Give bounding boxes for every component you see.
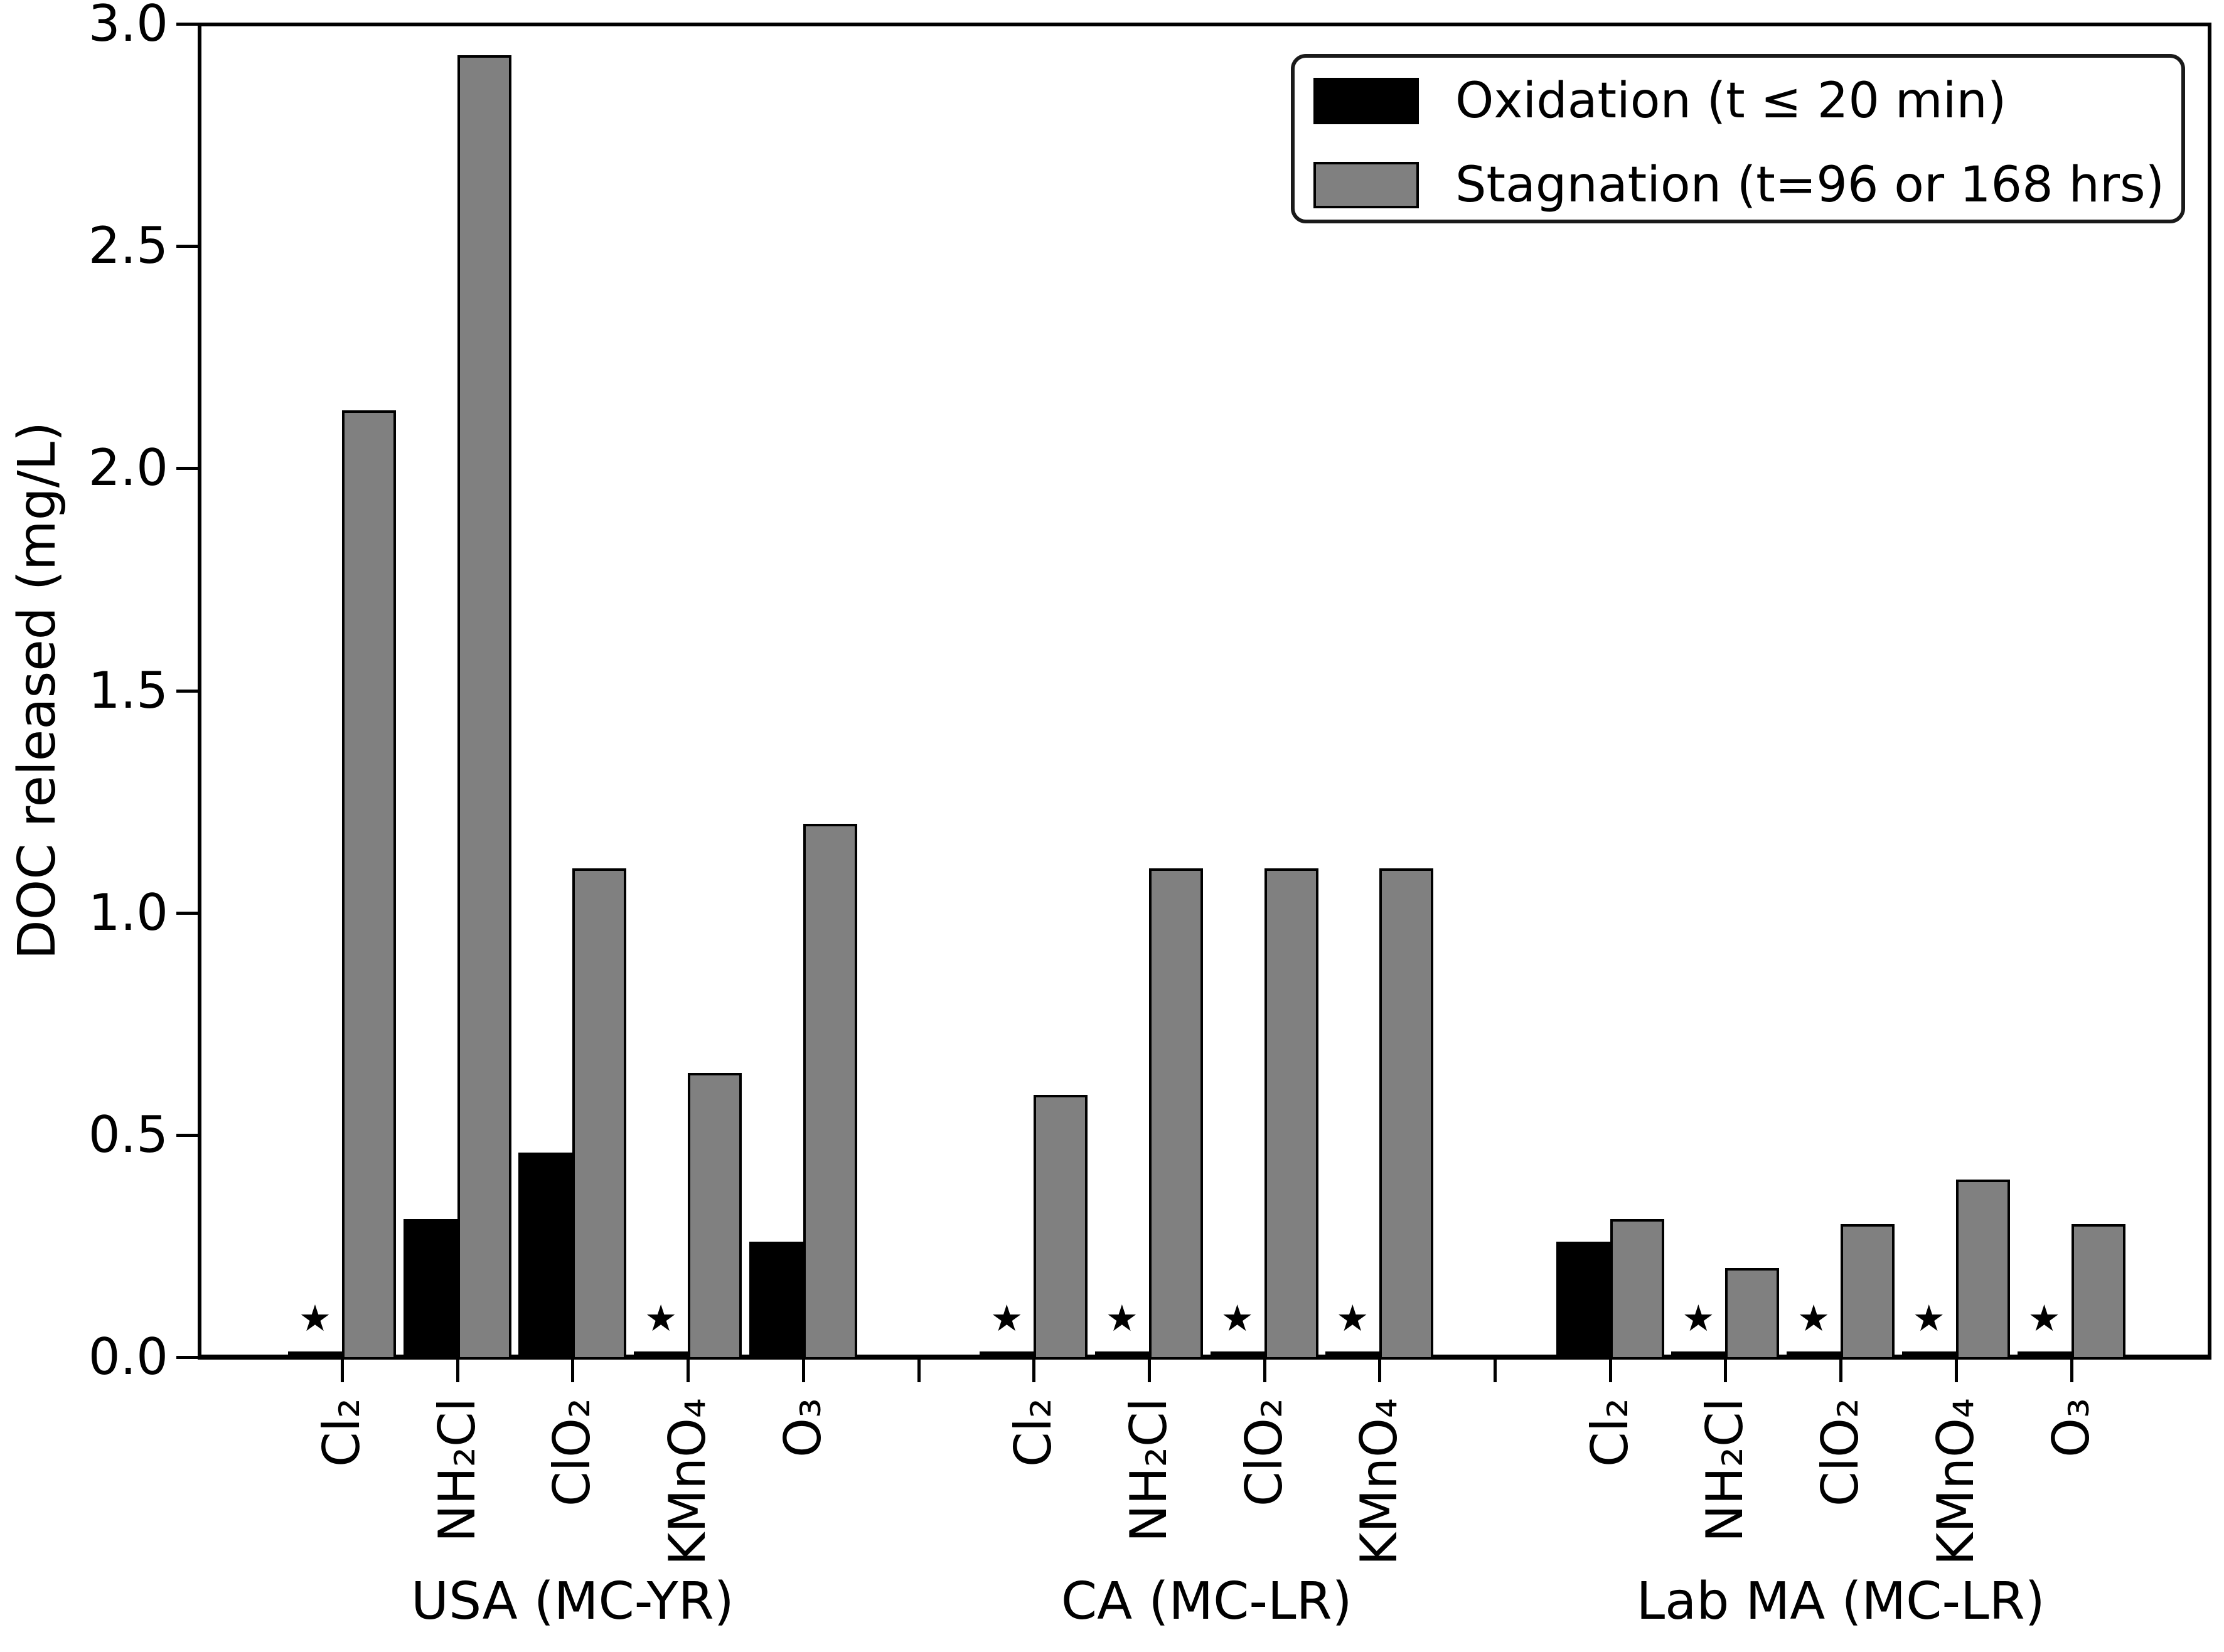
- axis-spine-bottom: [198, 1355, 2211, 1360]
- y-tick-label: 0.5: [88, 1105, 168, 1164]
- bar-stagnation: [1841, 1224, 1895, 1360]
- zero-star-marker: ★: [644, 1297, 678, 1340]
- y-tick-label: 0.0: [88, 1328, 168, 1386]
- zero-star-marker: ★: [1336, 1297, 1369, 1340]
- bar-oxidation: [1210, 1351, 1264, 1360]
- zero-star-marker: ★: [1221, 1297, 1254, 1340]
- legend-swatch-stagnation: [1313, 162, 1419, 208]
- axis-spine-top: [198, 23, 2211, 26]
- bar-stagnation: [1379, 868, 1434, 1360]
- x-tick-label: O₃: [773, 1398, 832, 1458]
- bar-oxidation: [518, 1153, 573, 1360]
- x-tick: [341, 1358, 344, 1382]
- zero-star-marker: ★: [1797, 1297, 1831, 1340]
- bar-oxidation: [1901, 1351, 1956, 1360]
- x-tick-label: ClO₂: [1811, 1398, 1870, 1507]
- y-tick: [176, 23, 198, 26]
- x-tick: [801, 1358, 805, 1382]
- bar-oxidation: [1556, 1242, 1610, 1360]
- zero-star-marker: ★: [2028, 1297, 2061, 1340]
- x-tick: [1032, 1358, 1036, 1382]
- x-tick-label: KMnO₄: [1926, 1398, 1985, 1566]
- y-tick: [176, 467, 198, 471]
- bar-oxidation: [980, 1351, 1034, 1360]
- bar-oxidation: [1787, 1351, 1841, 1360]
- x-tick: [2070, 1358, 2073, 1382]
- x-tick-label: NH₂Cl: [1696, 1398, 1755, 1543]
- x-tick: [1378, 1358, 1382, 1382]
- bar-oxidation: [2017, 1351, 2072, 1360]
- bar-oxidation: [634, 1351, 688, 1360]
- bar-oxidation: [288, 1351, 342, 1360]
- x-tick: [1263, 1358, 1266, 1382]
- bar-stagnation: [1148, 868, 1203, 1360]
- y-tick-label: 2.0: [88, 439, 168, 498]
- legend-swatch-oxidation: [1313, 78, 1419, 124]
- x-tick-label: KMnO₄: [658, 1398, 717, 1566]
- bar-stagnation: [1264, 868, 1318, 1360]
- x-tick-label: Cl₂: [1004, 1398, 1063, 1468]
- y-tick: [176, 1356, 198, 1359]
- group-label: CA (MC-LR): [1061, 1572, 1352, 1631]
- zero-star-marker: ★: [1912, 1297, 1945, 1340]
- x-tick: [1954, 1358, 1958, 1382]
- bar-stagnation: [688, 1073, 742, 1360]
- axis-spine-left: [198, 23, 201, 1360]
- y-tick: [176, 245, 198, 248]
- legend: Oxidation (t ≤ 20 min) Stagnation (t=96 …: [1291, 54, 2185, 223]
- legend-label-stagnation: Stagnation (t=96 or 168 hrs): [1455, 157, 2165, 213]
- group-label: USA (MC-YR): [411, 1572, 734, 1631]
- x-tick-label: Cl₂: [313, 1398, 371, 1468]
- x-tick: [1839, 1358, 1843, 1382]
- bar-oxidation: [1094, 1351, 1149, 1360]
- bar-stagnation: [1034, 1095, 1088, 1360]
- bar-oxidation: [1671, 1351, 1726, 1360]
- x-tick-label: O₃: [2041, 1398, 2100, 1458]
- bar-stagnation: [1955, 1180, 2010, 1360]
- y-tick-label: 1.0: [88, 883, 168, 942]
- x-tick: [1494, 1358, 1497, 1382]
- y-tick-label: 2.5: [88, 216, 168, 275]
- x-tick: [1724, 1358, 1728, 1382]
- x-tick-label: ClO₂: [1234, 1398, 1293, 1507]
- bar-oxidation: [403, 1219, 457, 1360]
- x-tick-label: NH₂Cl: [427, 1398, 486, 1543]
- bar-stagnation: [803, 824, 857, 1360]
- x-tick: [1608, 1358, 1612, 1382]
- bar-oxidation: [749, 1242, 803, 1360]
- y-tick: [176, 689, 198, 693]
- x-tick-label: NH₂Cl: [1119, 1398, 1178, 1543]
- zero-star-marker: ★: [1682, 1297, 1715, 1340]
- y-tick: [176, 911, 198, 915]
- y-tick: [176, 1133, 198, 1137]
- x-tick-label: KMnO₄: [1350, 1398, 1409, 1566]
- x-tick-label: ClO₂: [543, 1398, 602, 1507]
- x-tick: [456, 1358, 459, 1382]
- x-tick-label: Cl₂: [1580, 1398, 1639, 1468]
- bar-stagnation: [342, 410, 396, 1360]
- zero-star-marker: ★: [1105, 1297, 1138, 1340]
- bar-stagnation: [572, 868, 627, 1360]
- bar-stagnation: [457, 55, 511, 1360]
- y-tick-label: 1.5: [88, 661, 168, 720]
- bar-stagnation: [1610, 1219, 1664, 1360]
- y-tick-label: 3.0: [88, 0, 168, 53]
- zero-star-marker: ★: [299, 1297, 331, 1340]
- x-tick: [917, 1358, 921, 1382]
- bar-stagnation: [1725, 1268, 1780, 1360]
- x-tick: [1147, 1358, 1151, 1382]
- group-label: Lab MA (MC-LR): [1636, 1572, 2045, 1631]
- axis-spine-right: [2208, 23, 2211, 1360]
- x-tick: [687, 1358, 690, 1382]
- x-tick: [571, 1358, 575, 1382]
- bar-stagnation: [2071, 1224, 2125, 1360]
- bar-oxidation: [1325, 1351, 1380, 1360]
- zero-star-marker: ★: [990, 1297, 1024, 1340]
- legend-label-oxidation: Oxidation (t ≤ 20 min): [1455, 73, 2007, 129]
